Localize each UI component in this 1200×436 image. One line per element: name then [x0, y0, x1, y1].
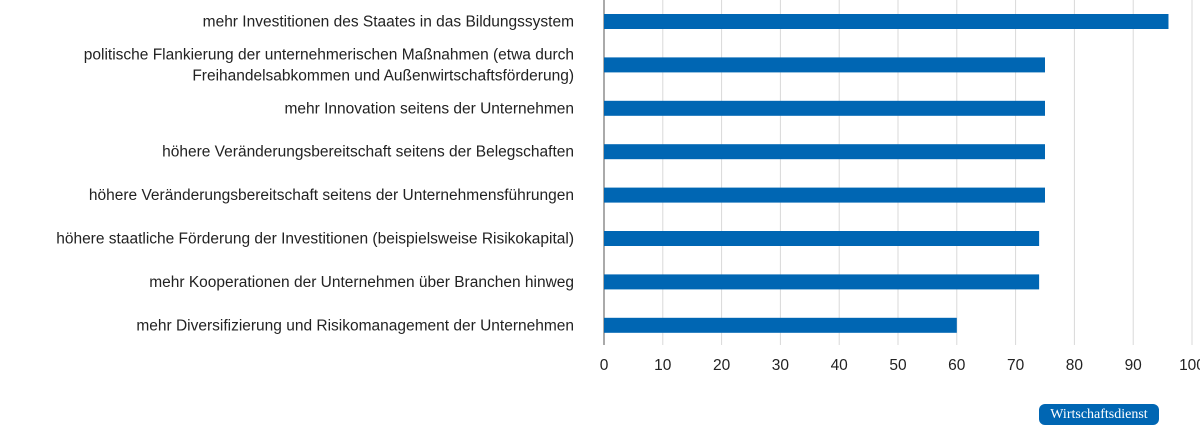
bar: [604, 231, 1040, 246]
x-tick-label: 90: [1125, 357, 1143, 374]
x-tick-label: 70: [1007, 357, 1025, 374]
category-label: mehr Diversifizierung und Risikomanageme…: [136, 317, 574, 334]
x-tick-label: 80: [1066, 357, 1084, 374]
category-label: höhere Veränderungsbereitschaft seitens …: [162, 144, 574, 161]
bar: [604, 57, 1045, 73]
bar: [604, 187, 1045, 203]
category-label: Freihandelsabkommen und Außenwirtschafts…: [192, 67, 574, 84]
category-label: politische Flankierung der unternehmeris…: [84, 46, 574, 63]
category-label: mehr Investitionen des Staates in das Bi…: [203, 14, 574, 31]
category-label: höhere Veränderungsbereitschaft seitens …: [89, 187, 574, 204]
bar: [604, 14, 1169, 29]
x-tick-label: 40: [831, 357, 849, 374]
category-label: höhere staatliche Förderung der Investit…: [56, 231, 574, 248]
x-tick-label: 10: [654, 357, 672, 374]
category-label: mehr Innovation seitens der Unternehmen: [285, 100, 575, 117]
bar: [604, 144, 1045, 160]
category-label: mehr Kooperationen der Unternehmen über …: [149, 274, 574, 291]
bar: [604, 100, 1045, 116]
bar: [604, 274, 1040, 290]
x-tick-label: 50: [889, 357, 907, 374]
x-tick-label: 20: [713, 357, 731, 374]
x-tick-label: 0: [600, 357, 609, 374]
x-tick-label: 100: [1179, 357, 1200, 374]
x-tick-label: 30: [772, 357, 790, 374]
source-badge: Wirtschaftsdienst: [1039, 404, 1159, 425]
bar: [604, 317, 957, 333]
x-tick-label: 60: [948, 357, 966, 374]
